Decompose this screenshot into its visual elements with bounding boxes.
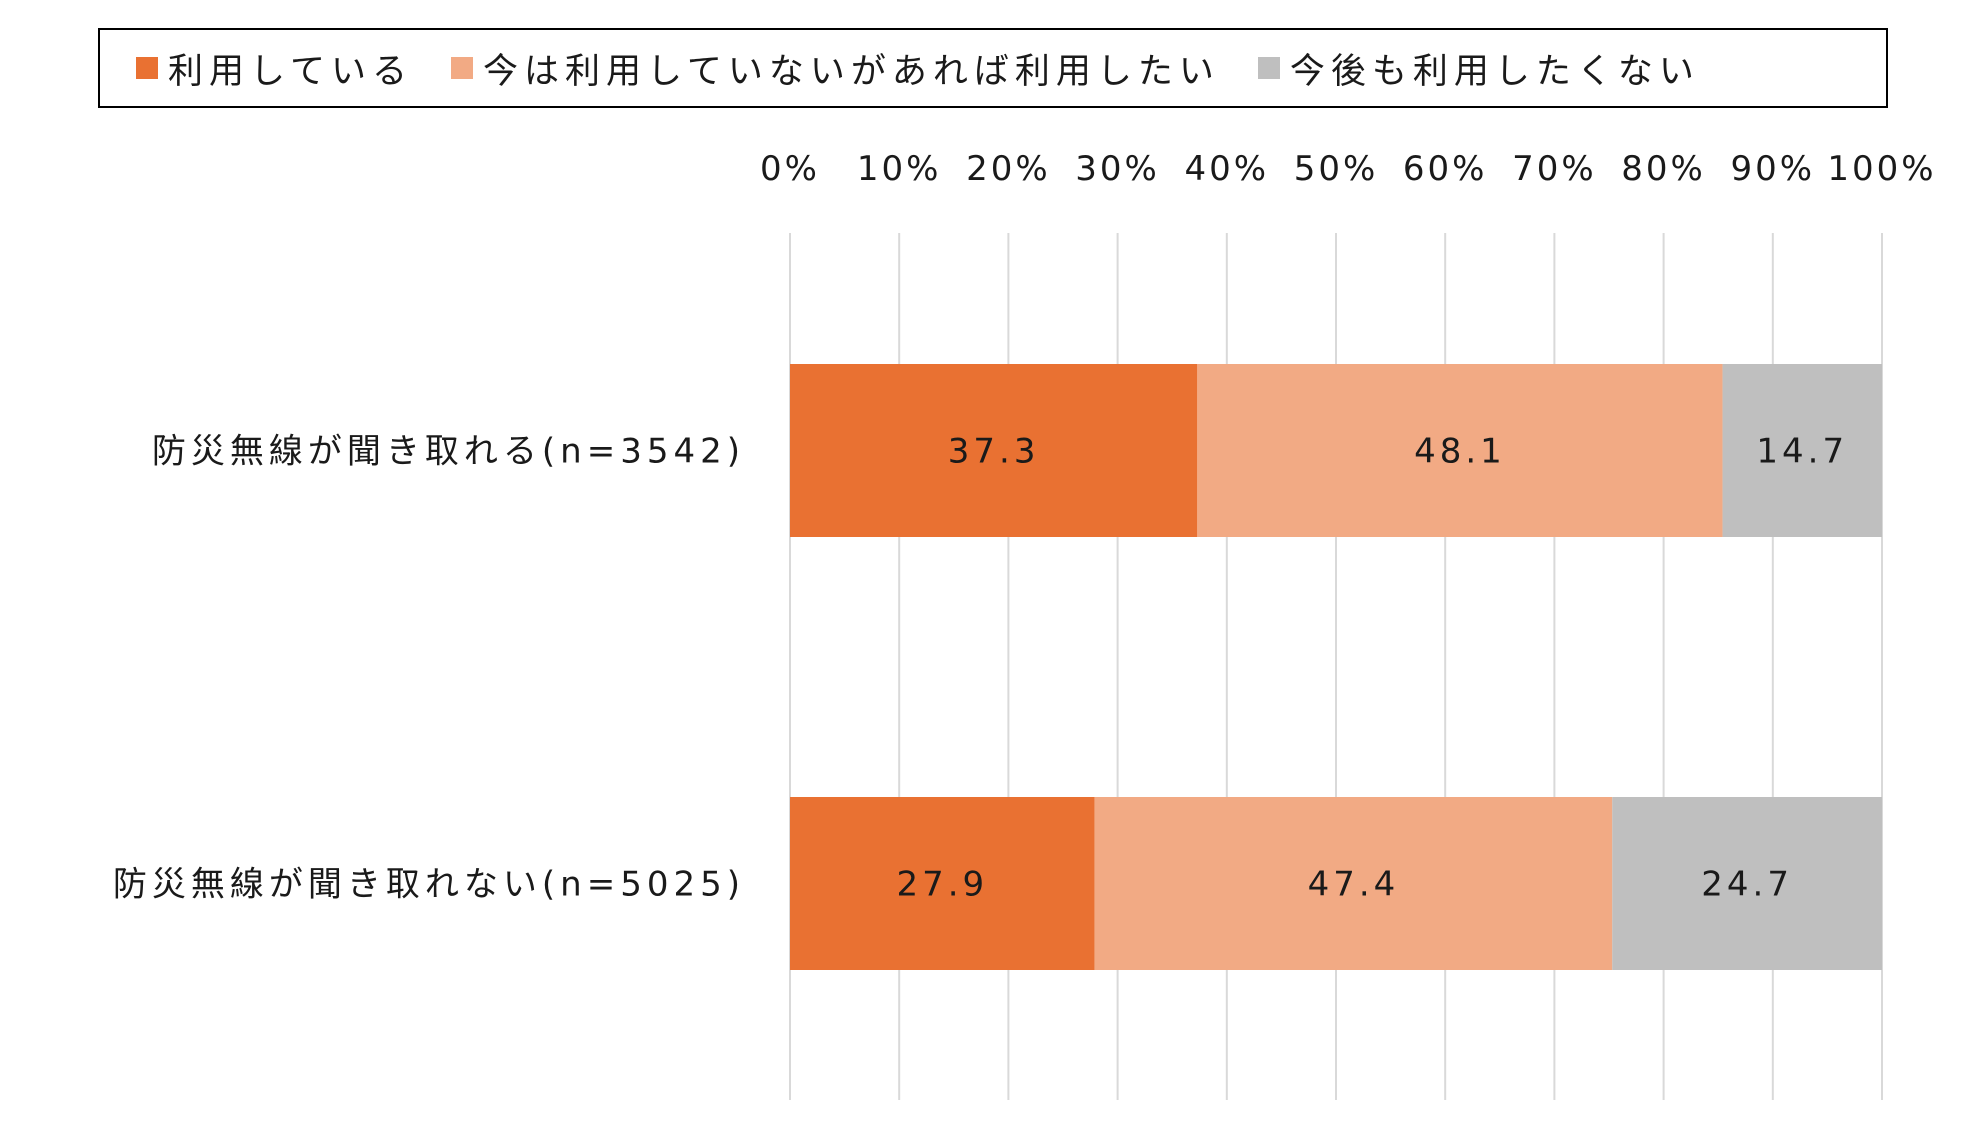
data-label: 48.1 (1414, 432, 1506, 472)
data-label: 47.4 (1308, 865, 1400, 905)
x-tick-label: 30% (1075, 149, 1160, 189)
x-tick-label: 0% (760, 149, 820, 189)
category-label: 防災無線が聞き取れない(n=5025) (113, 865, 745, 905)
x-tick-label: 60% (1403, 149, 1488, 189)
bar-segment (1197, 364, 1723, 537)
legend-item-using: 利用している (136, 43, 413, 94)
legend-swatch-want-to-use (450, 57, 473, 79)
bar-segment (1722, 364, 1882, 537)
legend-item-not-use: 今後も利用したくない (1257, 43, 1700, 94)
x-tick-label: 90% (1731, 149, 1816, 189)
x-tick-label: 100% (1827, 149, 1936, 189)
data-label: 27.9 (896, 865, 988, 905)
category-label: 防災無線が聞き取れる(n=3542) (152, 432, 745, 472)
x-tick-label: 40% (1185, 149, 1270, 189)
x-tick-label: 70% (1512, 149, 1597, 189)
legend-swatch-not-use (1257, 57, 1280, 79)
bar-segment (1612, 797, 1882, 970)
bar-segment (790, 364, 1198, 537)
x-tick-label: 20% (966, 149, 1051, 189)
legend-item-want-to-use: 今は利用していないがあれば利用したい (450, 43, 1220, 94)
x-tick-label: 50% (1294, 149, 1379, 189)
legend-swatch-using (136, 57, 158, 79)
bar-segment (1094, 797, 1613, 970)
data-label: 14.7 (1756, 432, 1848, 472)
legend-label-using: 利用している (168, 51, 413, 92)
legend-label-not-use: 今後も利用したくない (1289, 51, 1700, 92)
legend-label-want-to-use: 今は利用していないがあれば利用したい (482, 51, 1220, 92)
chart-legend: 利用している 今は利用していないがあれば利用したい 今後も利用したくない (98, 28, 1888, 108)
bar-segment (790, 797, 1095, 970)
x-tick-label: 10% (857, 149, 942, 189)
data-label: 24.7 (1701, 865, 1793, 905)
x-tick-label: 80% (1621, 149, 1706, 189)
data-label: 37.3 (948, 432, 1040, 472)
